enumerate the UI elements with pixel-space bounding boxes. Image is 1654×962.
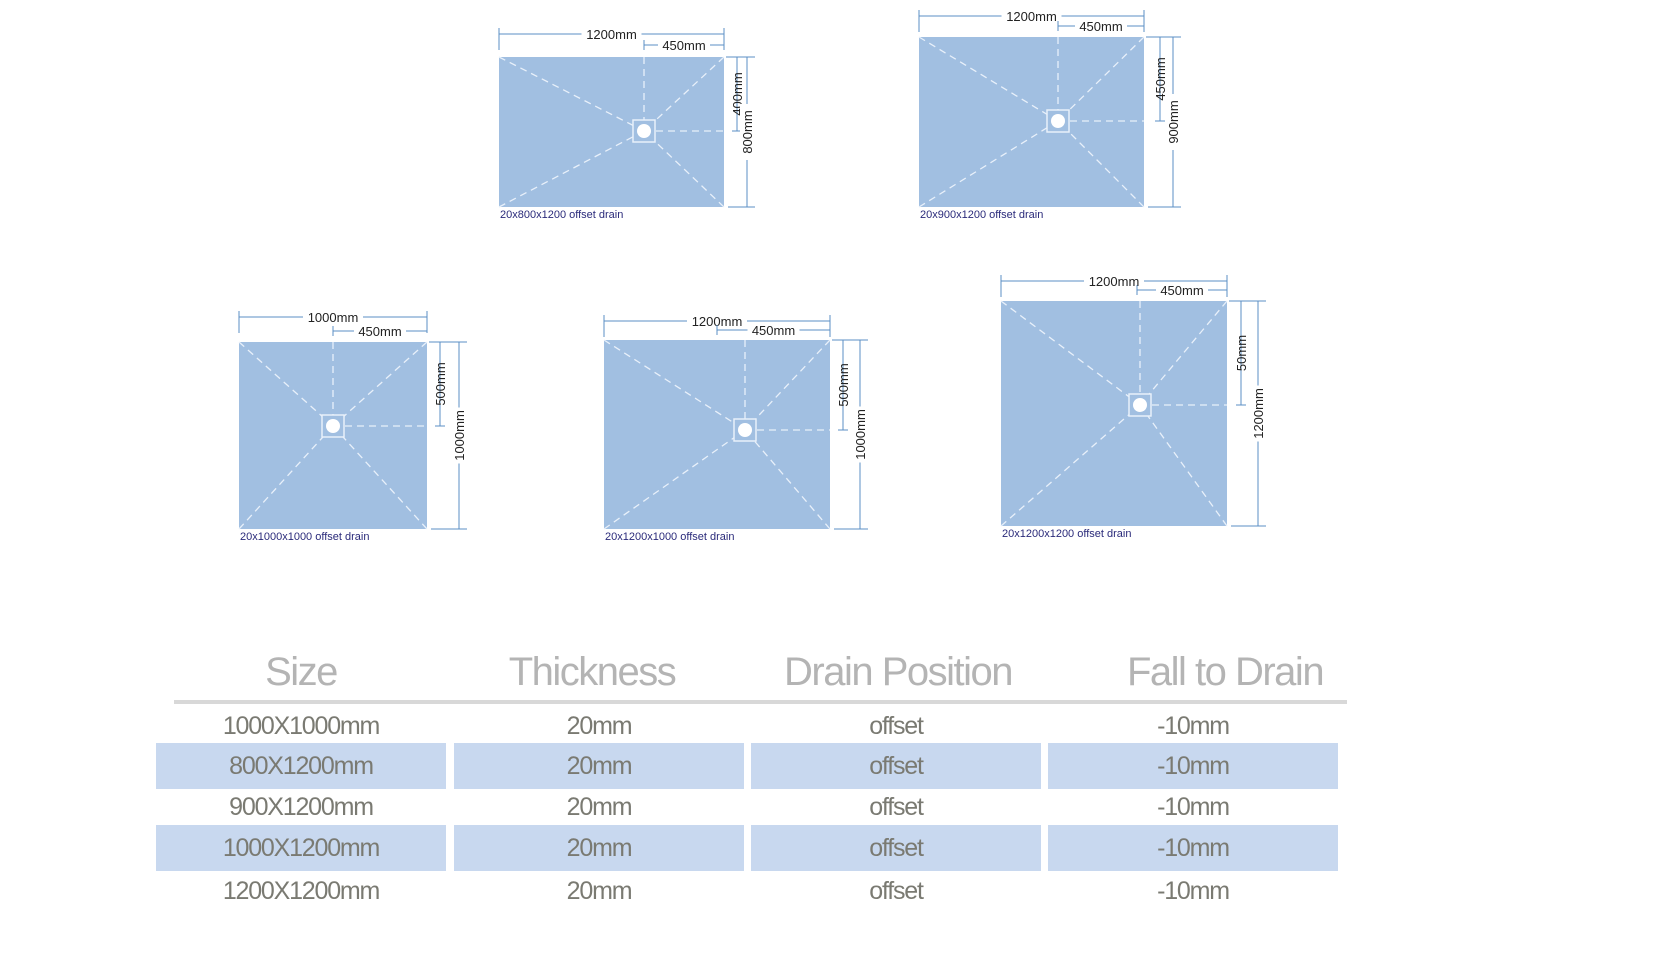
offset-label: 450mm [1160, 283, 1203, 298]
drain-icon [637, 124, 651, 138]
fall-line [643, 130, 725, 208]
table-cell: 1000X1000mm [222, 712, 381, 740]
fall-line [498, 56, 645, 132]
drain-v-label: 500mm [433, 362, 448, 405]
height-label: 1200mm [1251, 388, 1266, 439]
table-cell: -10mm [1048, 825, 1338, 871]
height-label: 1000mm [853, 409, 868, 460]
fall-line [238, 341, 334, 427]
label-bg [1084, 273, 1144, 287]
height-label: 1000mm [452, 410, 467, 461]
label-bg [658, 38, 710, 51]
table-cell: -10mm [1157, 877, 1230, 905]
tray-body [499, 57, 724, 207]
table-cell: offset [869, 877, 924, 905]
table-cell: -10mm [1157, 793, 1230, 821]
table-cell: 900X1200mm [229, 793, 374, 821]
width-label: 1000mm [308, 310, 359, 325]
table-cell: offset [751, 825, 1041, 871]
label-bg [853, 406, 867, 463]
drain-v-label: 50mm [1234, 335, 1249, 371]
table-cell: 20mm [566, 712, 633, 740]
table-cell: offset [869, 793, 924, 821]
label-bg [1156, 283, 1208, 296]
fall-line [744, 339, 831, 431]
fall-line [498, 130, 645, 208]
fall-line [1139, 300, 1228, 406]
table-cell: 1200X1200mm [222, 877, 381, 905]
fall-line [1139, 404, 1228, 527]
offset-label: 450mm [752, 323, 795, 338]
label-bg [687, 313, 747, 327]
label-bg [1001, 8, 1062, 22]
table-cell: offset [869, 712, 924, 740]
label-bg [740, 104, 754, 160]
fall-line [603, 339, 746, 431]
header-fall-to-drain: Fall to Drain [1126, 650, 1325, 694]
tray-body [919, 37, 1144, 207]
header-thickness: Thickness [508, 650, 677, 694]
fall-line [918, 36, 1059, 122]
table-cell: 20mm [566, 877, 633, 905]
table-cell: 1000X1200mm [156, 825, 446, 871]
diagram-caption: 20x800x1200 offset drain [500, 209, 623, 221]
drain-icon [326, 419, 340, 433]
header-divider [174, 700, 1347, 704]
diagram-caption: 20x1000x1000 offset drain [240, 531, 369, 543]
drain-icon [1133, 398, 1147, 412]
diagram-caption: 20x1200x1000 offset drain [605, 531, 734, 543]
width-label: 1200mm [692, 314, 743, 329]
table-cell: 20mm [454, 743, 744, 789]
offset-label: 450mm [358, 324, 401, 339]
table-cell: -10mm [1048, 743, 1338, 789]
label-bg [1075, 19, 1127, 32]
fall-line [744, 429, 831, 530]
fall-line [332, 341, 428, 427]
fall-line [603, 429, 746, 530]
table-cell: 20mm [566, 793, 633, 821]
label-bg [452, 407, 466, 464]
header-size: Size [265, 650, 338, 694]
header-drain-position: Drain Position [783, 650, 1014, 694]
diagram-caption: 20x1200x1200 offset drain [1002, 528, 1131, 540]
tray-body [604, 340, 830, 529]
label-bg [747, 323, 800, 336]
fall-line [1057, 120, 1145, 208]
table-cell: offset [751, 743, 1041, 789]
drain-v-label: 450mm [1153, 57, 1168, 100]
label-bg [1251, 385, 1265, 442]
width-label: 1200mm [1089, 274, 1140, 289]
table-cell: -10mm [1157, 712, 1230, 740]
tray-body [1001, 301, 1227, 526]
fall-line [1000, 300, 1141, 406]
fall-line [918, 120, 1059, 208]
label-bg [354, 324, 406, 337]
drain-v-label: 500mm [836, 363, 851, 406]
width-label: 1200mm [586, 27, 637, 42]
offset-label: 450mm [662, 38, 705, 53]
fall-line [1057, 36, 1145, 122]
width-label: 1200mm [1006, 9, 1057, 24]
height-label: 900mm [1166, 100, 1181, 143]
label-bg [581, 26, 642, 40]
table-cell: 800X1200mm [156, 743, 446, 789]
offset-label: 450mm [1079, 19, 1122, 34]
table-cell: 20mm [454, 825, 744, 871]
drain-icon [1051, 114, 1065, 128]
diagram-caption: 20x900x1200 offset drain [920, 209, 1043, 221]
height-label: 800mm [740, 110, 755, 153]
fall-line [643, 56, 725, 132]
tray-diagram: 1200mm 450mm 50mm 1200mm 20x1200x1200 offset… [1000, 273, 1266, 540]
label-bg [303, 309, 363, 323]
label-bg [1166, 94, 1180, 150]
drain-icon [738, 423, 752, 437]
fall-line [1000, 404, 1141, 527]
